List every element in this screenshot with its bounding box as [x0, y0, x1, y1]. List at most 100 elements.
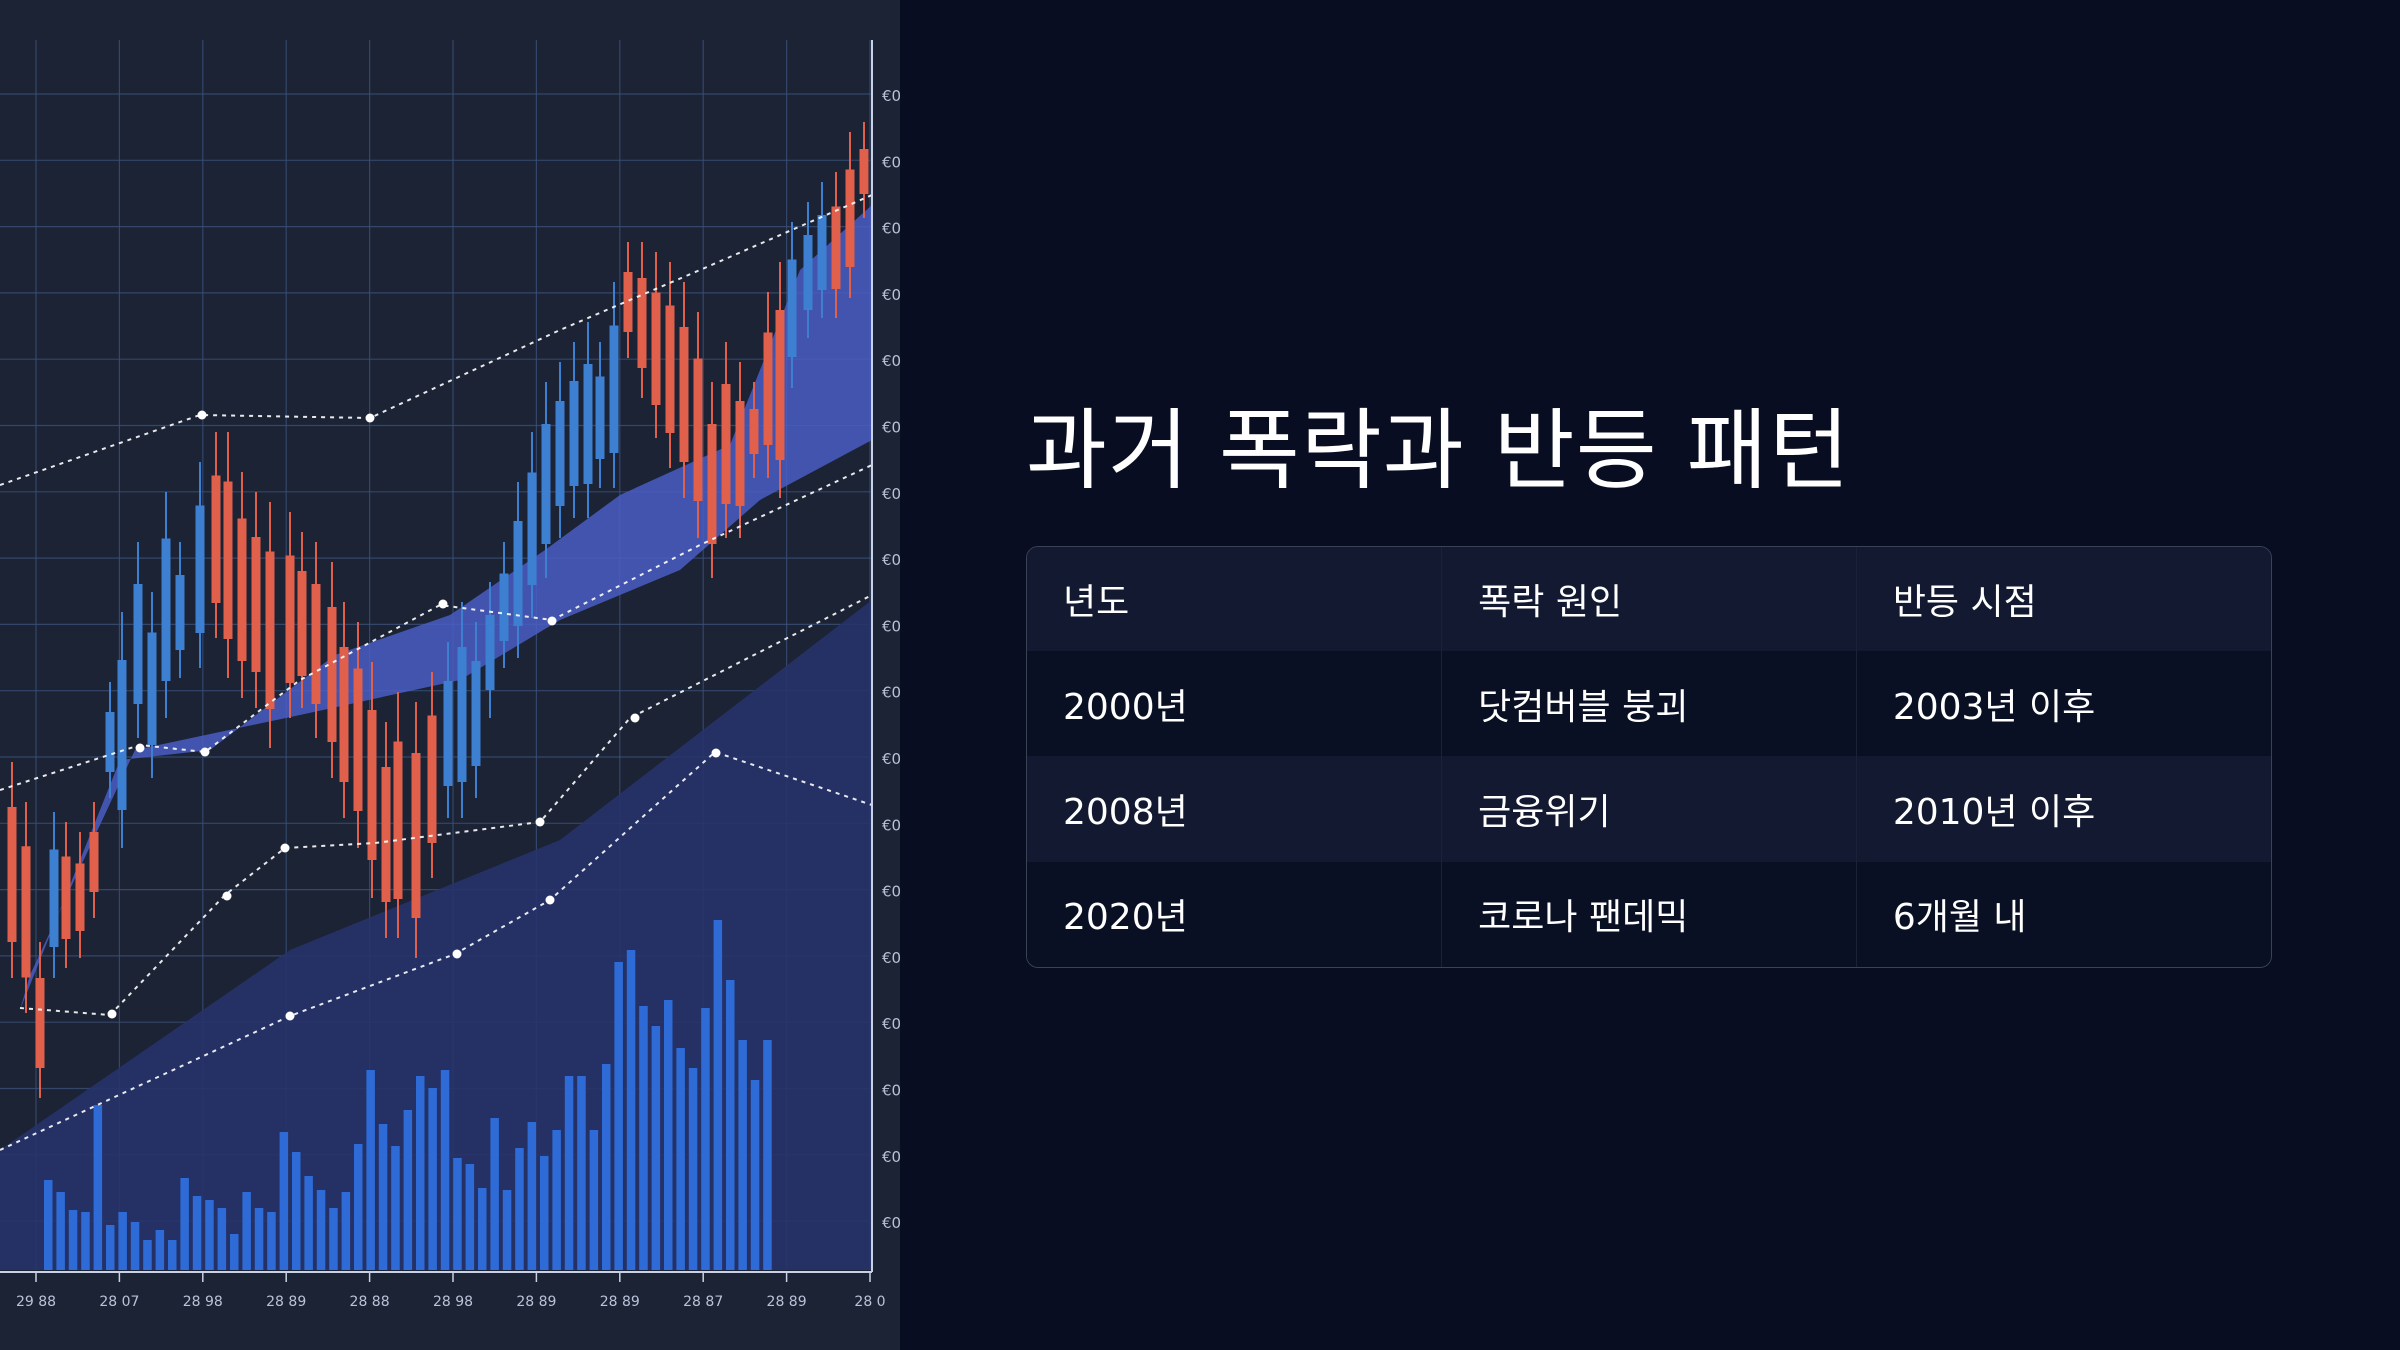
crash-rebound-table: 년도 폭락 원인 반등 시점 2000년 닷컴버블 붕괴 2003년 이후 20…: [1026, 546, 2272, 968]
candle-body: [845, 169, 855, 267]
candle-body: [237, 518, 247, 661]
volume-bar: [56, 1192, 65, 1270]
volume-bar: [329, 1208, 338, 1270]
y-tick-label: €0: [882, 419, 900, 437]
x-tick-label: 28 87: [683, 1294, 723, 1310]
candle-body: [583, 364, 593, 484]
y-tick-label: €0: [882, 684, 900, 702]
table-header-row: 년도 폭락 원인 반등 시점: [1027, 547, 2271, 651]
chart-axes: €0 €0 €0 €0 €0 €0 €0 €0 €0 €0 €0 €0 €0 €0 €0 €0 €0 €0 29 8…: [0, 40, 900, 1310]
candle-body: [721, 384, 731, 504]
candle-body: [665, 305, 675, 433]
volume-bar: [564, 1076, 574, 1270]
x-tick-label: 28 98: [183, 1294, 223, 1310]
volume-bar: [515, 1148, 524, 1270]
volume-bar: [502, 1190, 512, 1270]
volume-bar: [688, 1068, 698, 1270]
trend-line: [0, 464, 873, 791]
candle-body: [21, 846, 31, 978]
x-tick-label: 28 98: [433, 1294, 473, 1310]
volume-bar: [490, 1118, 499, 1270]
candle-body: [327, 607, 337, 742]
volume-bar: [192, 1196, 202, 1270]
candle-body: [353, 668, 363, 811]
volume-bar: [304, 1176, 313, 1270]
x-tick-label: 28 07: [99, 1294, 139, 1310]
volume-bar: [552, 1130, 561, 1270]
trend-point: [200, 747, 210, 757]
y-tick-label: €0: [882, 1148, 900, 1166]
cell-rebound: 2010년 이후: [1855, 756, 2271, 862]
volume-bar: [217, 1208, 227, 1270]
candle-body: [527, 472, 537, 585]
page-title: 과거 폭락과 반등 패턴: [1026, 399, 1851, 502]
candle-body: [763, 332, 773, 445]
volume-bar: [267, 1212, 276, 1270]
y-tick-label: €0: [882, 352, 900, 370]
candle-body: [265, 551, 275, 709]
candle-body: [7, 807, 17, 942]
volume-bar: [577, 1076, 586, 1270]
trend-point: [135, 743, 145, 753]
header-year: 년도: [1063, 582, 1130, 623]
volume-bar: [651, 1026, 661, 1270]
volume-bar: [676, 1048, 685, 1270]
candle-body: [609, 325, 619, 453]
y-tick-label: €0: [882, 1214, 900, 1232]
volume-bar: [540, 1156, 549, 1270]
candle-body: [457, 647, 467, 782]
x-tick-label: 28 89: [767, 1294, 807, 1310]
candle-body: [707, 424, 717, 544]
candle-body: [427, 715, 437, 843]
trend-point: [197, 410, 207, 420]
trend-point: [711, 748, 721, 758]
candle-body: [393, 741, 403, 899]
volume-bar: [143, 1240, 152, 1270]
volume-bar: [453, 1158, 462, 1270]
volume-bar: [316, 1190, 326, 1270]
candle-body: [411, 753, 421, 918]
volume-bar: [626, 950, 636, 1270]
candle-body: [859, 149, 869, 194]
candle-body: [803, 235, 813, 310]
candles: [7, 122, 869, 1098]
candle-body: [513, 521, 523, 626]
trend-line: [19, 594, 873, 1017]
candle-body: [35, 978, 45, 1068]
y-tick-label: €0: [882, 1015, 900, 1033]
volume-bar: [366, 1070, 375, 1270]
cell-year: 2000년: [1063, 686, 1188, 728]
y-tick-label: €0: [882, 750, 900, 768]
trend-point: [452, 949, 462, 959]
x-tick-label: 28 0: [854, 1294, 885, 1310]
candle-body: [105, 712, 115, 772]
table-row: 2000년 닷컴버블 붕괴 2003년 이후: [1027, 651, 2271, 757]
volume-bar: [416, 1076, 425, 1270]
candle-body: [147, 632, 157, 745]
candle-body: [367, 710, 377, 860]
candle-body: [787, 259, 797, 357]
candle-body: [679, 327, 689, 462]
volume-bar: [155, 1230, 165, 1270]
volume-bar: [130, 1222, 140, 1270]
trend-point: [547, 616, 557, 626]
candle-body: [693, 358, 703, 501]
volume-bar: [378, 1124, 388, 1270]
table-row: 2020년 코로나 팬데믹 6개월 내: [1027, 861, 2271, 967]
volume-bar: [440, 1070, 450, 1270]
volume-bar: [292, 1152, 301, 1270]
volume-bar: [118, 1212, 127, 1270]
y-tick-label: €0: [882, 286, 900, 304]
cell-rebound: 6개월 내: [1855, 861, 2271, 967]
candle-body: [485, 615, 495, 690]
volume-bar: [738, 1040, 747, 1270]
candle-body: [49, 849, 59, 947]
y-tick-label: €0: [882, 485, 900, 503]
candle-body: [117, 660, 127, 810]
y-tick-label: €0: [882, 816, 900, 834]
trend-point: [630, 713, 640, 723]
candle-body: [831, 206, 841, 289]
y-tick-label: €0: [882, 551, 900, 569]
candle-body: [133, 584, 143, 704]
volume-bar: [465, 1164, 475, 1270]
